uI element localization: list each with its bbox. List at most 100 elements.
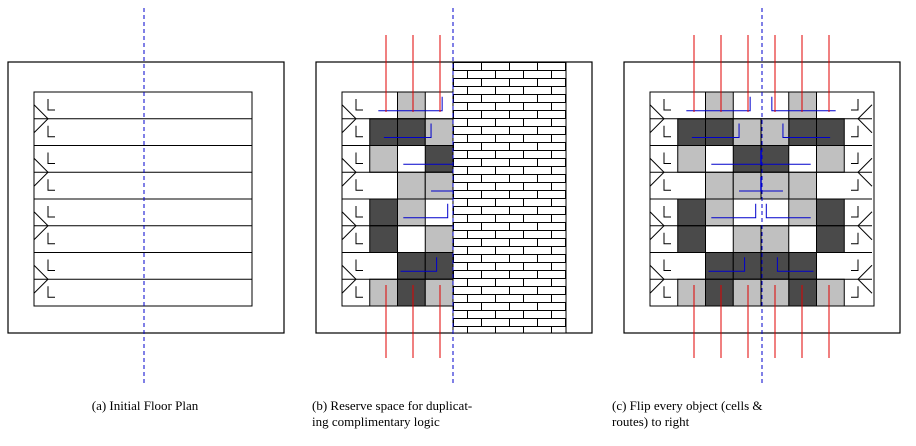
cell: [424, 225, 454, 253]
route-wire: [403, 203, 449, 219]
route-wire: [708, 257, 746, 272]
orientation-mark: [663, 206, 671, 218]
orientation-mark: [355, 259, 363, 271]
orientation-mark: [47, 286, 55, 298]
orientation-mark: [355, 179, 363, 191]
orientation-mark: [663, 179, 671, 191]
orientation-mark: [47, 206, 55, 218]
cell: [369, 198, 398, 227]
pin-mark: [857, 264, 873, 294]
cell: [705, 171, 734, 200]
orientation-mark: [47, 152, 55, 164]
pin-mark: [857, 157, 873, 187]
pin-mark: [341, 157, 357, 187]
orientation-mark: [851, 125, 859, 138]
cell: [705, 278, 734, 307]
caption-a: (a) Initial Floor Plan: [92, 398, 199, 413]
orientation-mark: [663, 259, 671, 271]
cell: [760, 171, 790, 200]
pin-mark: [649, 104, 665, 134]
caption-c: (c) Flip every object (cells &: [612, 398, 763, 413]
cell: [424, 118, 454, 146]
route-wire: [383, 123, 432, 138]
orientation-mark: [355, 99, 363, 111]
cell: [788, 198, 817, 227]
orientation-mark: [663, 286, 671, 298]
pin-mark: [649, 264, 665, 294]
cell: [369, 278, 398, 307]
cell: [732, 252, 762, 280]
orientation-mark: [47, 125, 55, 138]
cell: [760, 252, 790, 280]
orientation-mark: [851, 152, 859, 164]
orientation-mark: [851, 286, 859, 298]
orientation-mark: [851, 179, 859, 191]
cell: [788, 252, 817, 280]
route-wire: [760, 177, 783, 192]
orientation-mark: [851, 232, 859, 245]
route-wire: [686, 96, 751, 112]
pin-mark: [341, 104, 357, 134]
cell: [760, 225, 790, 253]
orientation-mark: [355, 125, 363, 138]
pin-mark: [341, 264, 357, 294]
cell: [760, 118, 790, 146]
caption-b: ing complimentary logic: [312, 414, 440, 429]
cell: [816, 145, 845, 173]
cell: [705, 252, 734, 280]
orientation-mark: [851, 259, 859, 271]
cell: [424, 171, 454, 200]
cell: [424, 278, 454, 307]
cell: [788, 278, 817, 307]
cell: [677, 118, 706, 146]
orientation-mark: [355, 232, 363, 245]
orientation-mark: [47, 179, 55, 191]
pin-mark: [857, 211, 873, 241]
cell: [816, 118, 845, 146]
cell: [424, 252, 454, 280]
route-wire: [771, 96, 836, 112]
cell: [677, 145, 706, 173]
orientation-mark: [47, 232, 55, 245]
pin-mark: [857, 104, 873, 134]
pin-mark: [33, 104, 49, 134]
cell: [677, 198, 706, 227]
cell: [788, 171, 817, 200]
outer-boundary: [7, 61, 285, 334]
orientation-mark: [851, 99, 859, 111]
cell: [369, 225, 398, 253]
route-wire: [782, 123, 831, 138]
cell: [677, 278, 706, 307]
reserved-space: [452, 61, 567, 334]
cell: [732, 145, 762, 173]
cell: [369, 145, 398, 173]
cell: [397, 198, 426, 227]
cell: [705, 198, 734, 227]
caption-c: routes) to right: [612, 414, 690, 429]
orientation-mark: [663, 99, 671, 111]
caption-b: (b) Reserve space for duplicat-: [312, 398, 472, 413]
cell: [397, 91, 426, 120]
cell: [397, 278, 426, 307]
orientation-mark: [851, 206, 859, 218]
pin-mark: [33, 157, 49, 187]
pin-mark: [33, 211, 49, 241]
cell: [705, 91, 734, 120]
cell: [732, 171, 762, 200]
cell: [424, 145, 454, 173]
orientation-mark: [355, 152, 363, 164]
route-wire: [711, 203, 757, 219]
cell: [788, 118, 817, 146]
route-wire: [691, 123, 740, 138]
orientation-mark: [47, 259, 55, 271]
route-wire: [760, 150, 811, 165]
cell: [732, 225, 762, 253]
cell: [760, 145, 790, 173]
pin-mark: [33, 264, 49, 294]
cell: [816, 278, 845, 307]
cell: [705, 118, 734, 146]
cell: [816, 198, 845, 227]
cell: [397, 118, 426, 146]
orientation-mark: [47, 99, 55, 111]
